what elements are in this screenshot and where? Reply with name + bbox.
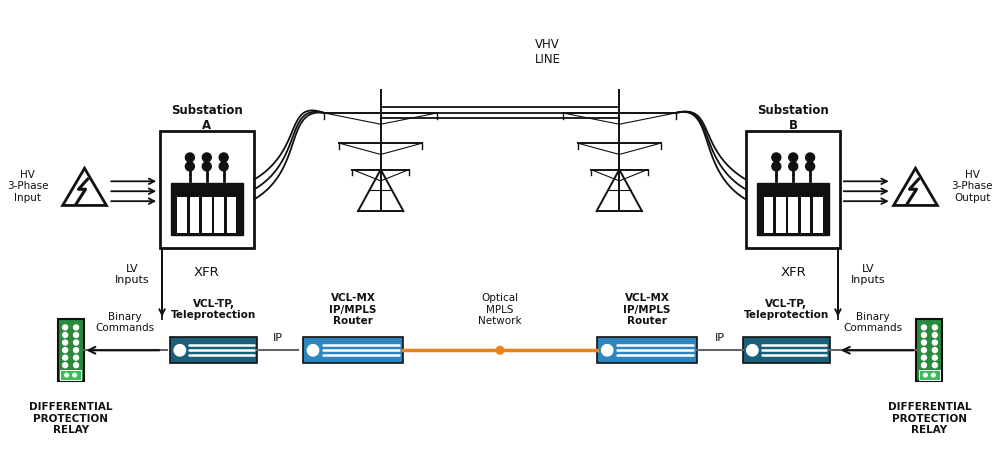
Circle shape: [921, 363, 926, 368]
FancyBboxPatch shape: [919, 370, 940, 379]
Text: VCL-MX
IP/MPLS
Router: VCL-MX IP/MPLS Router: [623, 293, 671, 326]
Circle shape: [496, 347, 504, 354]
FancyBboxPatch shape: [227, 197, 236, 233]
Circle shape: [63, 325, 68, 330]
Circle shape: [74, 355, 79, 360]
Circle shape: [202, 153, 211, 162]
Circle shape: [789, 153, 798, 162]
FancyBboxPatch shape: [813, 197, 823, 233]
Text: Substation
B: Substation B: [757, 104, 829, 132]
FancyBboxPatch shape: [801, 197, 810, 233]
Text: VCL-MX
IP/MPLS
Router: VCL-MX IP/MPLS Router: [329, 293, 377, 326]
Text: VHV
LINE: VHV LINE: [535, 38, 561, 66]
FancyBboxPatch shape: [776, 197, 786, 233]
Circle shape: [219, 153, 228, 162]
Circle shape: [63, 332, 68, 337]
Text: VCL-TP,
Teleprotection: VCL-TP, Teleprotection: [744, 299, 829, 320]
Circle shape: [307, 344, 319, 356]
FancyBboxPatch shape: [190, 197, 199, 233]
FancyBboxPatch shape: [160, 130, 254, 248]
Text: VCL-TP,
Teleprotection: VCL-TP, Teleprotection: [171, 299, 256, 320]
Circle shape: [63, 348, 68, 353]
FancyBboxPatch shape: [916, 319, 942, 381]
Circle shape: [921, 348, 926, 353]
Text: LV
Inputs: LV Inputs: [115, 264, 150, 285]
Text: HV
3-Phase
Input: HV 3-Phase Input: [7, 170, 49, 203]
Circle shape: [932, 340, 937, 345]
FancyBboxPatch shape: [171, 183, 243, 235]
FancyBboxPatch shape: [757, 183, 829, 235]
Circle shape: [932, 325, 937, 330]
Circle shape: [789, 162, 798, 171]
Circle shape: [63, 363, 68, 368]
Text: Optical
MPLS
Network: Optical MPLS Network: [478, 293, 522, 326]
FancyBboxPatch shape: [214, 197, 224, 233]
Text: DIFFERENTIAL
PROTECTION
RELAY: DIFFERENTIAL PROTECTION RELAY: [888, 402, 971, 435]
FancyBboxPatch shape: [597, 337, 697, 363]
Circle shape: [747, 344, 758, 356]
Circle shape: [602, 344, 613, 356]
Circle shape: [73, 373, 76, 377]
FancyBboxPatch shape: [743, 337, 830, 363]
Circle shape: [932, 348, 937, 353]
Text: Substation
A: Substation A: [171, 104, 243, 132]
Text: XFR: XFR: [194, 266, 220, 279]
Circle shape: [185, 153, 194, 162]
Circle shape: [806, 153, 815, 162]
Circle shape: [74, 340, 79, 345]
FancyBboxPatch shape: [170, 337, 257, 363]
FancyBboxPatch shape: [303, 337, 403, 363]
Circle shape: [74, 363, 79, 368]
Text: IP: IP: [715, 333, 725, 343]
FancyBboxPatch shape: [788, 197, 798, 233]
Circle shape: [185, 162, 194, 171]
Text: Binary
Commands: Binary Commands: [844, 312, 903, 333]
Circle shape: [921, 332, 926, 337]
Circle shape: [219, 162, 228, 171]
Text: DIFFERENTIAL
PROTECTION
RELAY: DIFFERENTIAL PROTECTION RELAY: [29, 402, 112, 435]
Circle shape: [932, 373, 935, 377]
Circle shape: [74, 325, 79, 330]
FancyBboxPatch shape: [202, 197, 212, 233]
FancyBboxPatch shape: [60, 370, 81, 379]
Circle shape: [921, 355, 926, 360]
Circle shape: [63, 340, 68, 345]
Circle shape: [202, 162, 211, 171]
Circle shape: [924, 373, 927, 377]
FancyBboxPatch shape: [58, 319, 84, 381]
Text: XFR: XFR: [780, 266, 806, 279]
Circle shape: [806, 162, 815, 171]
Circle shape: [63, 355, 68, 360]
FancyBboxPatch shape: [177, 197, 187, 233]
Circle shape: [174, 344, 186, 356]
Text: LV
Inputs: LV Inputs: [850, 264, 885, 285]
Circle shape: [65, 373, 68, 377]
Circle shape: [74, 332, 79, 337]
Text: Binary
Commands: Binary Commands: [96, 312, 155, 333]
Circle shape: [932, 355, 937, 360]
Circle shape: [921, 325, 926, 330]
Circle shape: [932, 332, 937, 337]
Circle shape: [74, 348, 79, 353]
Text: HV
3-Phase
Output: HV 3-Phase Output: [951, 170, 993, 203]
Circle shape: [772, 162, 781, 171]
FancyBboxPatch shape: [746, 130, 840, 248]
Circle shape: [772, 153, 781, 162]
Circle shape: [921, 340, 926, 345]
FancyBboxPatch shape: [764, 197, 773, 233]
Text: IP: IP: [273, 333, 283, 343]
Circle shape: [932, 363, 937, 368]
